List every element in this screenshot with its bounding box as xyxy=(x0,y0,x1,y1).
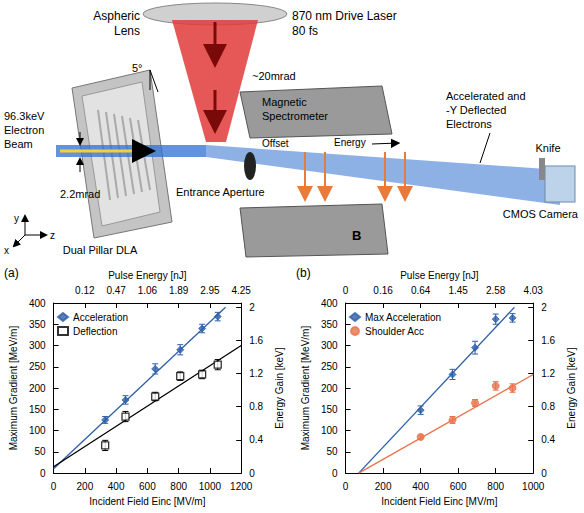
svg-text:200: 200 xyxy=(77,481,94,492)
svg-text:Maximum Gradient [MeV/m]: Maximum Gradient [MeV/m] xyxy=(8,326,19,451)
svg-text:0.64: 0.64 xyxy=(411,285,431,296)
svg-text:1000: 1000 xyxy=(199,481,222,492)
svg-text:0: 0 xyxy=(332,468,338,479)
svg-text:50: 50 xyxy=(326,446,338,457)
svg-text:1.6: 1.6 xyxy=(249,335,263,346)
svg-text:Acceleration: Acceleration xyxy=(73,312,128,323)
svg-text:100: 100 xyxy=(29,425,46,436)
svg-text:0: 0 xyxy=(343,285,349,296)
svg-text:~20mrad: ~20mrad xyxy=(252,70,296,82)
svg-text:Max Acceleration: Max Acceleration xyxy=(365,312,441,323)
svg-text:y: y xyxy=(14,213,19,224)
svg-text:50: 50 xyxy=(34,446,46,457)
svg-text:MagneticSpectrometer: MagneticSpectrometer xyxy=(262,96,328,122)
svg-text:(a): (a) xyxy=(4,266,19,280)
svg-text:Shoulder Acc: Shoulder Acc xyxy=(365,326,424,337)
svg-text:0.47: 0.47 xyxy=(106,285,126,296)
svg-text:B: B xyxy=(352,228,361,243)
svg-text:1.2: 1.2 xyxy=(541,368,555,379)
svg-text:0.8: 0.8 xyxy=(541,401,555,412)
svg-text:1.89: 1.89 xyxy=(169,285,189,296)
svg-text:300: 300 xyxy=(321,340,338,351)
svg-text:Deflection: Deflection xyxy=(73,326,117,337)
svg-text:0.12: 0.12 xyxy=(75,285,95,296)
svg-text:2.2mrad: 2.2mrad xyxy=(60,188,100,200)
svg-text:0: 0 xyxy=(343,481,349,492)
svg-text:Entrance Aperture: Entrance Aperture xyxy=(176,186,265,198)
svg-text:Energy Gain [keV]: Energy Gain [keV] xyxy=(566,347,577,428)
svg-text:1.2: 1.2 xyxy=(249,368,263,379)
svg-text:Incident Field Einc [MV/m]: Incident Field Einc [MV/m] xyxy=(381,496,497,507)
svg-text:400: 400 xyxy=(108,481,125,492)
svg-text:0.4: 0.4 xyxy=(541,434,555,445)
svg-text:2: 2 xyxy=(541,302,547,313)
svg-text:1000: 1000 xyxy=(522,481,545,492)
svg-text:5°: 5° xyxy=(132,62,143,74)
svg-text:2.58: 2.58 xyxy=(486,285,506,296)
svg-text:Pulse Energy [nJ]: Pulse Energy [nJ] xyxy=(108,270,187,281)
svg-text:100: 100 xyxy=(321,425,338,436)
svg-text:1.6: 1.6 xyxy=(541,335,555,346)
svg-text:CMOS Camera: CMOS Camera xyxy=(503,208,579,220)
svg-text:350: 350 xyxy=(29,319,46,330)
svg-text:200: 200 xyxy=(375,481,392,492)
svg-text:4.03: 4.03 xyxy=(523,285,543,296)
svg-text:400: 400 xyxy=(29,298,46,309)
svg-text:Energy: Energy xyxy=(334,137,366,148)
svg-text:Maximum Gradient [MeV/m]: Maximum Gradient [MeV/m] xyxy=(300,326,311,451)
svg-text:Dual Pillar DLA: Dual Pillar DLA xyxy=(63,244,138,256)
svg-text:Offset: Offset xyxy=(262,138,289,149)
svg-text:200: 200 xyxy=(29,383,46,394)
svg-text:150: 150 xyxy=(29,404,46,415)
svg-text:Incident Field Einc [MV/m]: Incident Field Einc [MV/m] xyxy=(89,496,205,507)
svg-text:1.45: 1.45 xyxy=(448,285,468,296)
svg-text:0: 0 xyxy=(40,468,46,479)
svg-text:350: 350 xyxy=(321,319,338,330)
svg-text:2: 2 xyxy=(249,302,255,313)
svg-text:0: 0 xyxy=(249,468,255,479)
svg-text:400: 400 xyxy=(412,481,429,492)
svg-text:200: 200 xyxy=(321,383,338,394)
svg-text:0.16: 0.16 xyxy=(373,285,393,296)
svg-text:1200: 1200 xyxy=(230,481,253,492)
svg-text:2.95: 2.95 xyxy=(200,285,220,296)
svg-text:800: 800 xyxy=(170,481,187,492)
svg-text:600: 600 xyxy=(139,481,156,492)
svg-text:Pulse Energy [nJ]: Pulse Energy [nJ] xyxy=(400,270,479,281)
svg-text:300: 300 xyxy=(29,340,46,351)
svg-text:4.25: 4.25 xyxy=(231,285,251,296)
svg-text:Knife: Knife xyxy=(535,142,560,154)
svg-text:800: 800 xyxy=(487,481,504,492)
svg-text:0.8: 0.8 xyxy=(249,401,263,412)
svg-text:0: 0 xyxy=(541,468,547,479)
svg-text:96.3keVElectronBeam: 96.3keVElectronBeam xyxy=(4,110,45,150)
svg-text:0: 0 xyxy=(51,481,57,492)
svg-text:250: 250 xyxy=(321,361,338,372)
svg-text:z: z xyxy=(50,230,55,241)
svg-text:600: 600 xyxy=(450,481,467,492)
svg-text:1.06: 1.06 xyxy=(138,285,158,296)
svg-text:Accelerated and-Y DeflectedEle: Accelerated and-Y DeflectedElectrons xyxy=(446,90,526,130)
svg-text:Energy Gain [keV]: Energy Gain [keV] xyxy=(274,347,285,428)
svg-text:AsphericLens: AsphericLens xyxy=(93,9,140,38)
svg-text:0.4: 0.4 xyxy=(249,434,263,445)
svg-text:870 nm Drive Laser80 fs: 870 nm Drive Laser80 fs xyxy=(292,9,397,38)
svg-text:250: 250 xyxy=(29,361,46,372)
svg-text:150: 150 xyxy=(321,404,338,415)
svg-text:x: x xyxy=(4,245,9,256)
svg-text:400: 400 xyxy=(321,298,338,309)
svg-text:(b): (b) xyxy=(296,266,311,280)
